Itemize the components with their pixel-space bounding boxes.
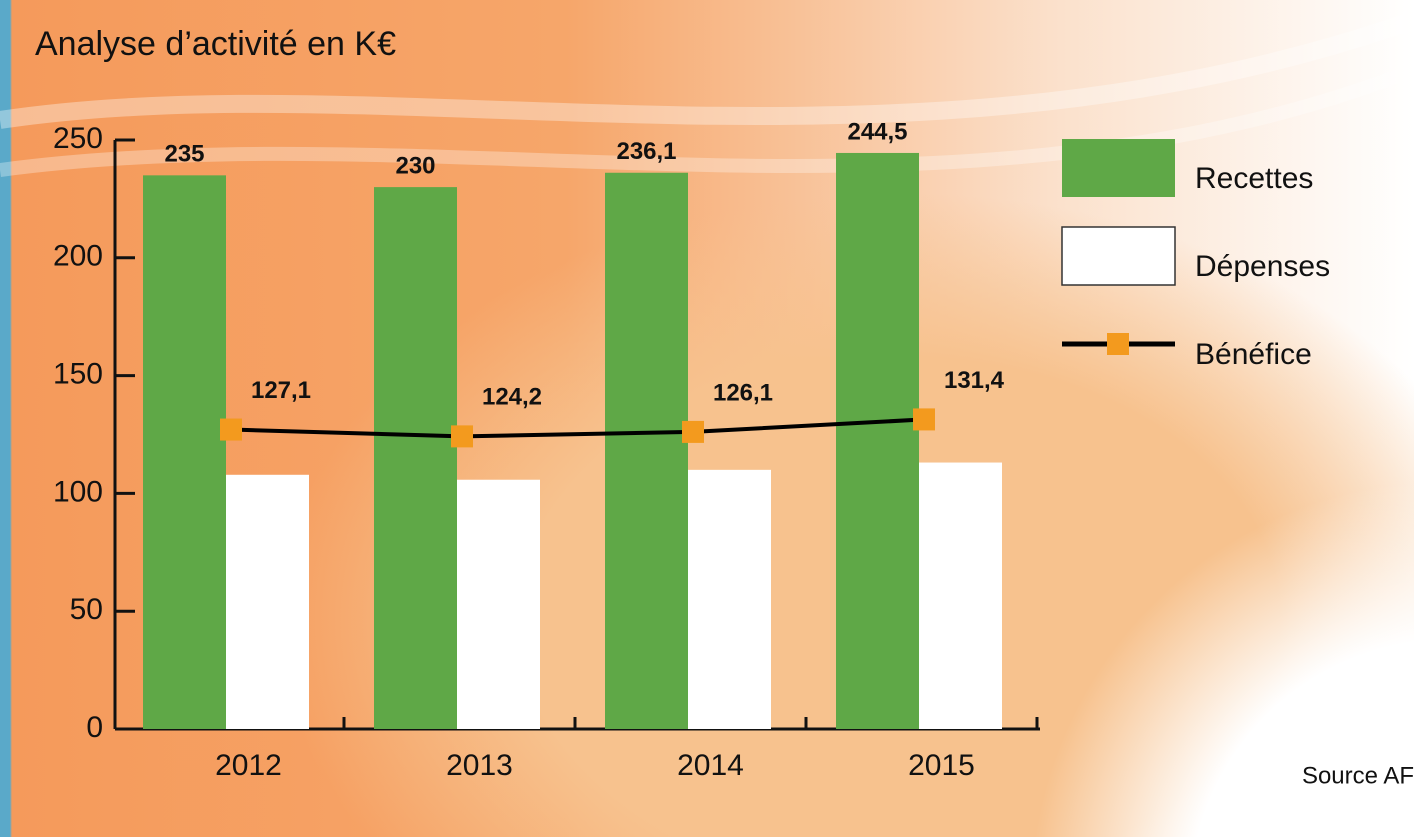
y-tick-label: 0 [86,711,103,744]
marker [220,418,242,441]
bar [605,172,688,729]
bar [143,175,226,730]
x-tick-label: 2015 [908,749,975,782]
chart-title: Analyse d’activité en K€ [35,25,396,63]
bar [226,474,309,729]
bar [836,152,919,729]
bar [688,469,771,729]
decoration [0,63,1414,177]
marker [913,408,935,431]
y-tick-label: 100 [53,475,103,508]
bar [919,462,1002,729]
y-tick-label: 250 [53,122,103,155]
x-tick-label: 2014 [677,749,744,782]
line [230,417,925,439]
value-label: 236,1 [616,138,676,165]
y-tick-label: 150 [53,358,103,391]
y-tick-label: 200 [53,240,103,273]
x-tick-label: 2013 [446,749,513,782]
value-label: 235 [164,141,204,168]
value-label: 127,1 [251,377,311,404]
legend-label: Bénéfice [1195,338,1312,371]
marker [451,425,473,448]
decoration [0,11,1414,129]
legend-marker [1107,333,1129,355]
source: Source AF [1302,762,1414,789]
legend-label: Dépenses [1195,250,1330,283]
value-label: 126,1 [713,379,773,406]
legend-swatch [1061,226,1176,286]
value-label: 124,2 [482,384,542,411]
legend-label: Recettes [1195,162,1313,195]
marker [682,420,704,443]
legend-swatch [1062,139,1175,197]
x-tick-label: 2012 [215,749,282,782]
bar [457,479,540,729]
value-label: 230 [395,152,435,179]
value-label: 131,4 [944,367,1005,394]
y-tick-label: 50 [70,593,103,626]
value-label: 244,5 [847,118,907,145]
bar [374,187,457,729]
